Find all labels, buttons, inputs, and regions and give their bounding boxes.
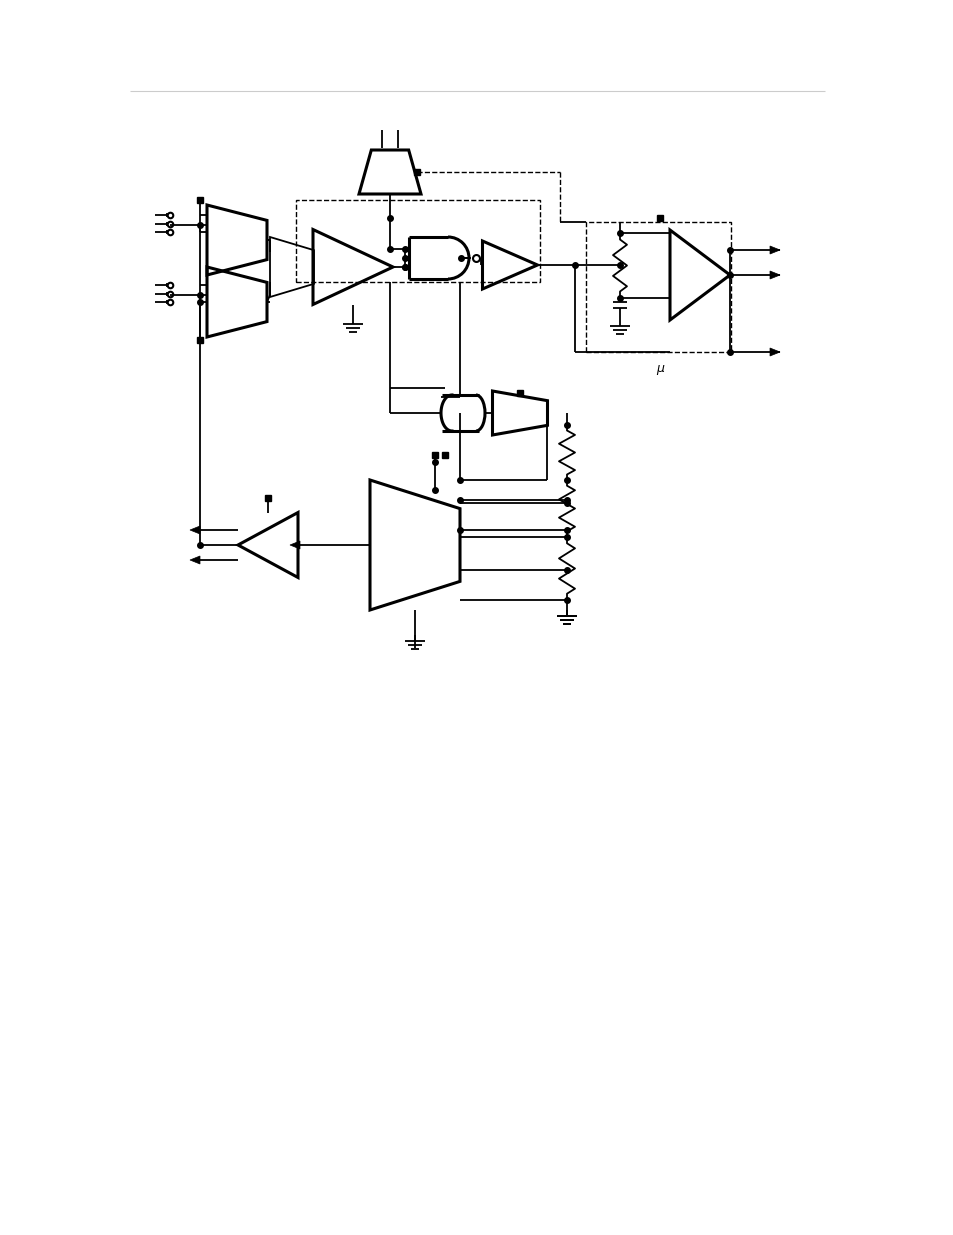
Polygon shape: [769, 246, 780, 254]
Text: μ: μ: [656, 362, 663, 375]
Polygon shape: [190, 526, 200, 534]
Bar: [295, 200, 539, 282]
Polygon shape: [190, 556, 200, 564]
Polygon shape: [769, 348, 780, 356]
Bar: [585, 222, 730, 352]
Polygon shape: [769, 270, 780, 279]
Polygon shape: [290, 541, 299, 550]
